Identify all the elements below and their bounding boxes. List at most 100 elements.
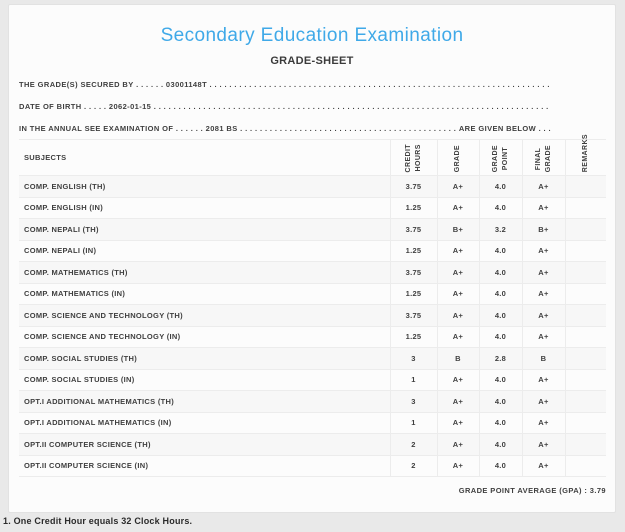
table-row: COMP. SCIENCE AND TECHNOLOGY (TH) 3.75 A… [19, 304, 606, 326]
remarks-cell [564, 412, 606, 434]
point-cell: 4.0 [478, 240, 522, 262]
final-cell: A+ [521, 283, 565, 305]
grade-rotated-label: GRADE [453, 144, 461, 172]
credit-cell: 3.75 [389, 304, 437, 326]
final-cell: A+ [521, 369, 565, 391]
remarks-cell [564, 261, 606, 283]
final-cell: A+ [521, 433, 565, 455]
grade-cell: A+ [436, 326, 479, 348]
remarks-cell [564, 218, 606, 240]
dot-leader: . . . . . . [133, 79, 166, 89]
final-cell: A+ [521, 412, 565, 434]
point-cell: 4.0 [478, 326, 522, 348]
column-header-grade-point: GRADE POINT [478, 139, 522, 176]
info-label: IN THE ANNUAL SEE EXAMINATION OF [19, 123, 174, 133]
examination-year-value: 2081 BS [205, 123, 238, 133]
date-of-birth-value: 2062-01-15 [108, 101, 152, 111]
remarks-cell [564, 197, 606, 219]
remarks-cell [564, 283, 606, 305]
dot-filler: . . . . . . . . . . . . . . . . . . . . … [209, 79, 550, 89]
final-cell: B [521, 347, 565, 369]
point-cell: 4.0 [478, 412, 522, 434]
subject-cell: COMP. SOCIAL STUDIES (TH) [24, 353, 138, 363]
point-cell: 2.8 [478, 347, 522, 369]
remarks-cell [564, 433, 606, 455]
grade-cell: A+ [436, 240, 479, 262]
gpa-summary: GRADE POINT AVERAGE (GPA) : 3.79 [19, 486, 606, 495]
point-cell: 4.0 [478, 390, 522, 412]
grade-cell: B [436, 347, 479, 369]
grade-point-rotated-label: GRADE POINT [491, 144, 509, 172]
remarks-cell [564, 304, 606, 326]
dot-filler: . . . . . . . . . . . . . . . . . . . . … [151, 101, 549, 111]
final-cell: A+ [521, 390, 565, 412]
subject-cell: OPT.I ADDITIONAL MATHEMATICS (IN) [24, 418, 172, 428]
subject-cell: COMP. MATHEMATICS (IN) [24, 289, 126, 299]
credit-cell: 1 [389, 412, 437, 434]
subject-cell: COMP. NEPALI (TH) [24, 224, 99, 234]
final-cell: A+ [521, 175, 565, 197]
grade-cell: A+ [436, 304, 479, 326]
page-subtitle: GRADE-SHEET [270, 55, 354, 67]
point-cell: 4.0 [478, 304, 522, 326]
table-row: OPT.I ADDITIONAL MATHEMATICS (IN) 1 A+ 4… [19, 412, 606, 434]
subject-cell: OPT.II COMPUTER SCIENCE (IN) [24, 461, 149, 471]
point-cell: 4.0 [478, 175, 522, 197]
subject-cell: COMP. ENGLISH (TH) [24, 181, 106, 191]
point-cell: 4.0 [478, 455, 522, 477]
table-row: COMP. SCIENCE AND TECHNOLOGY (IN) 1.25 A… [19, 326, 606, 348]
credit-cell: 2 [389, 433, 437, 455]
remarks-cell [564, 175, 606, 197]
point-cell: 3.2 [478, 218, 522, 240]
column-header-remarks: REMARKS [564, 134, 606, 176]
final-cell: A+ [521, 304, 565, 326]
grade-cell: A+ [436, 433, 479, 455]
grade-cell: A+ [436, 412, 479, 434]
subject-cell: OPT.I ADDITIONAL MATHEMATICS (TH) [24, 396, 175, 406]
credit-cell: 1.25 [389, 283, 437, 305]
point-cell: 4.0 [478, 369, 522, 391]
info-line-secured-by: THE GRADE(S) SECURED BY . . . . . . 0300… [19, 73, 551, 95]
credit-cell: 1 [389, 369, 437, 391]
dot-leader: . . . . . . [173, 123, 206, 133]
info-tail: ARE GIVEN BELOW . . . [456, 123, 551, 133]
remarks-cell [564, 369, 606, 391]
candidate-info: THE GRADE(S) SECURED BY . . . . . . 0300… [19, 73, 605, 139]
info-line-date-of-birth: DATE OF BIRTH . . . . . 2062-01-15 . . .… [19, 95, 551, 117]
page-title: Secondary Education Examination [160, 25, 464, 46]
table-row: OPT.I ADDITIONAL MATHEMATICS (TH) 3 A+ 4… [19, 390, 606, 412]
subject-cell: COMP. NEPALI (IN) [24, 246, 97, 256]
grade-cell: A+ [436, 369, 479, 391]
grade-cell: B+ [436, 218, 479, 240]
candidate-symbol-number: 03001148T [165, 79, 208, 89]
final-cell: A+ [521, 455, 565, 477]
credit-cell: 3 [389, 347, 437, 369]
final-cell: A+ [521, 197, 565, 219]
point-cell: 4.0 [478, 197, 522, 219]
remarks-cell [564, 390, 606, 412]
credit-cell: 3.75 [389, 261, 437, 283]
credit-cell: 3.75 [389, 218, 437, 240]
subject-cell: OPT.II COMPUTER SCIENCE (TH) [24, 439, 151, 449]
remarks-rotated-label: REMARKS [581, 133, 589, 172]
table-row: COMP. MATHEMATICS (TH) 3.75 A+ 4.0 A+ [19, 261, 606, 283]
dot-filler: . . . . . . . . . . . . . . . . . . . . … [240, 123, 457, 133]
final-cell: A+ [521, 326, 565, 348]
gpa-label: GRADE POINT AVERAGE (GPA) : [458, 486, 590, 495]
subject-cell: COMP. ENGLISH (IN) [24, 203, 104, 213]
credit-cell: 1.25 [389, 240, 437, 262]
credit-cell: 1.25 [389, 326, 437, 348]
final-grade-rotated-label: FINAL GRADE [534, 144, 552, 172]
table-row: COMP. NEPALI (TH) 3.75 B+ 3.2 B+ [19, 218, 606, 240]
subject-cell: COMP. SCIENCE AND TECHNOLOGY (IN) [24, 332, 181, 342]
table-header-row: SUBJECTS CREDIT HOURS GRADE GRADE POINT … [19, 134, 606, 176]
final-cell: B+ [521, 218, 565, 240]
table-row: COMP. ENGLISH (IN) 1.25 A+ 4.0 A+ [19, 197, 606, 219]
dot-leader: . . . . . [81, 101, 109, 111]
remarks-cell [564, 240, 606, 262]
remarks-cell [564, 347, 606, 369]
remarks-cell [564, 326, 606, 348]
column-header-subjects: SUBJECTS [24, 153, 67, 162]
table-row: COMP. ENGLISH (TH) 3.75 A+ 4.0 A+ [19, 175, 606, 197]
